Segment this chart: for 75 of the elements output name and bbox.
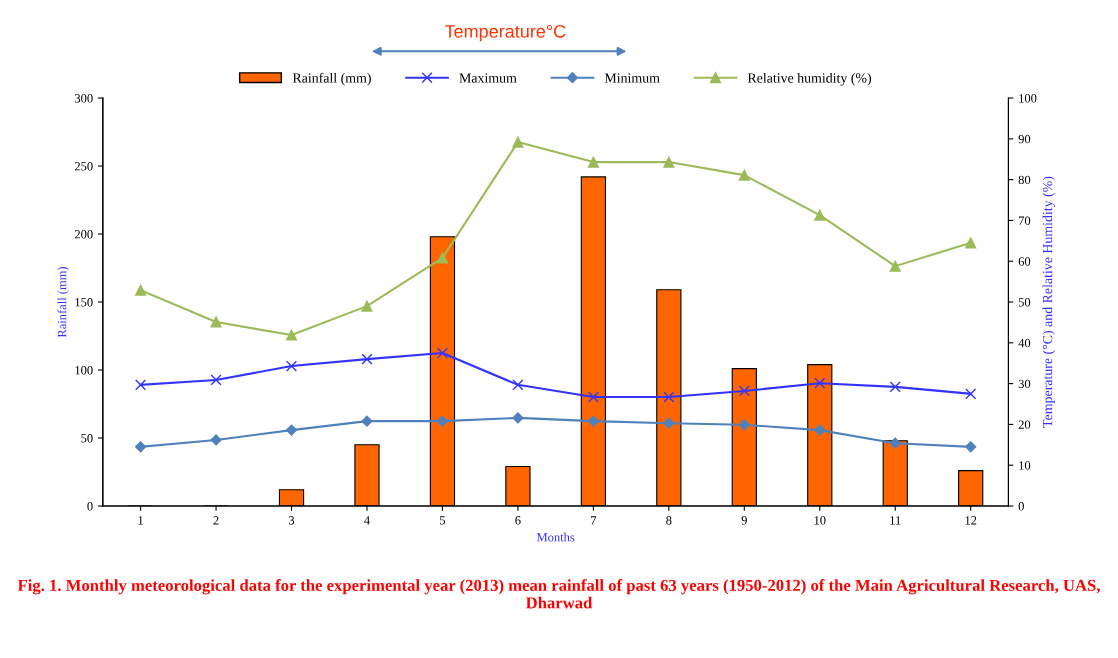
x-tick-label: 1: [138, 516, 143, 525]
y2-tick-label: 30: [1018, 379, 1031, 389]
point: [361, 353, 373, 365]
point: [285, 360, 298, 372]
y2-tick-label: 70: [1018, 216, 1031, 225]
point: [436, 252, 449, 264]
point: [512, 136, 524, 148]
x-tick-label: 4: [364, 516, 370, 525]
point: [512, 379, 524, 391]
y2-axis-title: Temperature (°C) and Relative Humidity (%): [1042, 176, 1056, 428]
point: [361, 300, 373, 312]
y-tick-label: 50: [81, 434, 93, 443]
x-tick-label: 10: [814, 516, 826, 525]
x-tick-label: 12: [965, 516, 977, 525]
y2-tick-label: 80: [1018, 175, 1031, 185]
y2-tick-label: 0: [1018, 502, 1024, 511]
point: [512, 412, 524, 424]
y-tick-label: 300: [74, 94, 93, 103]
x-axis-title: Months: [536, 532, 575, 542]
point: [814, 377, 826, 389]
x-tick-label: 3: [288, 516, 295, 525]
point: [738, 169, 750, 181]
y-tick-label: 150: [75, 298, 93, 307]
legend-label: Relative humidity (%): [747, 72, 872, 86]
y-axis-title: Rainfall (mm): [57, 266, 69, 338]
point: [436, 347, 449, 359]
point: [965, 237, 977, 249]
x-tick-label: 5: [440, 516, 446, 525]
point: [135, 379, 147, 391]
y2-tick-label: 40: [1018, 338, 1031, 348]
point: [889, 381, 901, 393]
point: [134, 441, 147, 453]
point: [965, 441, 977, 453]
point: [738, 385, 750, 397]
y2-tick-label: 10: [1019, 461, 1031, 470]
y2-tick-label: 20: [1018, 420, 1031, 429]
point: [663, 156, 675, 168]
legend-label: Maximum: [459, 73, 517, 83]
point: [285, 329, 298, 341]
legend-label: Minimum: [604, 73, 660, 83]
y-tick-label: 250: [74, 162, 93, 171]
point: [663, 391, 675, 403]
point: [210, 316, 222, 328]
x-tick-label: 7: [591, 516, 597, 525]
y-tick-label: 200: [74, 230, 93, 239]
point: [587, 415, 599, 427]
point: [210, 374, 222, 386]
point: [965, 388, 977, 400]
point: [436, 415, 449, 427]
point: [814, 209, 826, 221]
x-tick-label: 9: [741, 516, 747, 525]
x-tick-label: 2: [213, 516, 219, 525]
point: [135, 284, 147, 296]
point: [285, 424, 298, 436]
point: [738, 419, 750, 431]
point: [889, 260, 901, 272]
point: [663, 417, 675, 429]
y2-tick-label: 60: [1018, 257, 1031, 266]
legend-title: Temperature°C: [444, 24, 566, 42]
point: [587, 391, 599, 403]
x-tick-label: 8: [666, 516, 672, 525]
y2-tick-label: 50: [1018, 298, 1031, 307]
point: [889, 437, 901, 449]
point: [587, 156, 599, 168]
point: [814, 424, 826, 436]
caption: Fig. 1. Monthly meteorological data for the experimental year (2013) mean rainfall of past 63 years (1950-2012) of the Main Agricultural Research, UAS, Dharwad: [17, 579, 1100, 609]
point: [361, 415, 373, 427]
x-tick-label: 6: [515, 516, 521, 525]
y2-tick-label: 100: [1019, 94, 1037, 103]
y-tick-label: 100: [75, 366, 93, 375]
y2-tick-label: 90: [1018, 134, 1031, 144]
y-tick-label: 0: [87, 502, 93, 511]
x-tick-label: 11: [890, 516, 901, 525]
point: [210, 434, 222, 446]
legend-label: Rainfall (mm): [292, 72, 371, 86]
